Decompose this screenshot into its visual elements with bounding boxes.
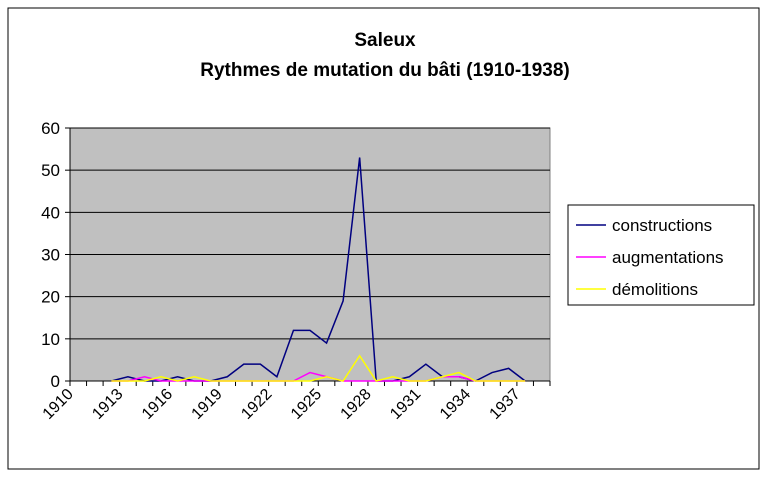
legend-label: augmentations xyxy=(612,248,724,267)
y-tick-label: 0 xyxy=(51,372,60,391)
chart-title: Saleux xyxy=(354,30,416,51)
y-tick-label: 60 xyxy=(41,119,60,138)
series-line xyxy=(111,354,526,382)
y-tick-label: 50 xyxy=(41,161,60,180)
y-tick-label: 40 xyxy=(41,203,60,222)
chart-subtitle: Rythmes de mutation du bâti (1910-1938) xyxy=(200,60,570,81)
legend-label: démolitions xyxy=(612,280,698,299)
y-tick-label: 30 xyxy=(41,246,60,265)
y-tick-label: 10 xyxy=(41,330,60,349)
y-tick-label: 20 xyxy=(41,288,60,307)
legend-label: constructions xyxy=(612,216,712,235)
